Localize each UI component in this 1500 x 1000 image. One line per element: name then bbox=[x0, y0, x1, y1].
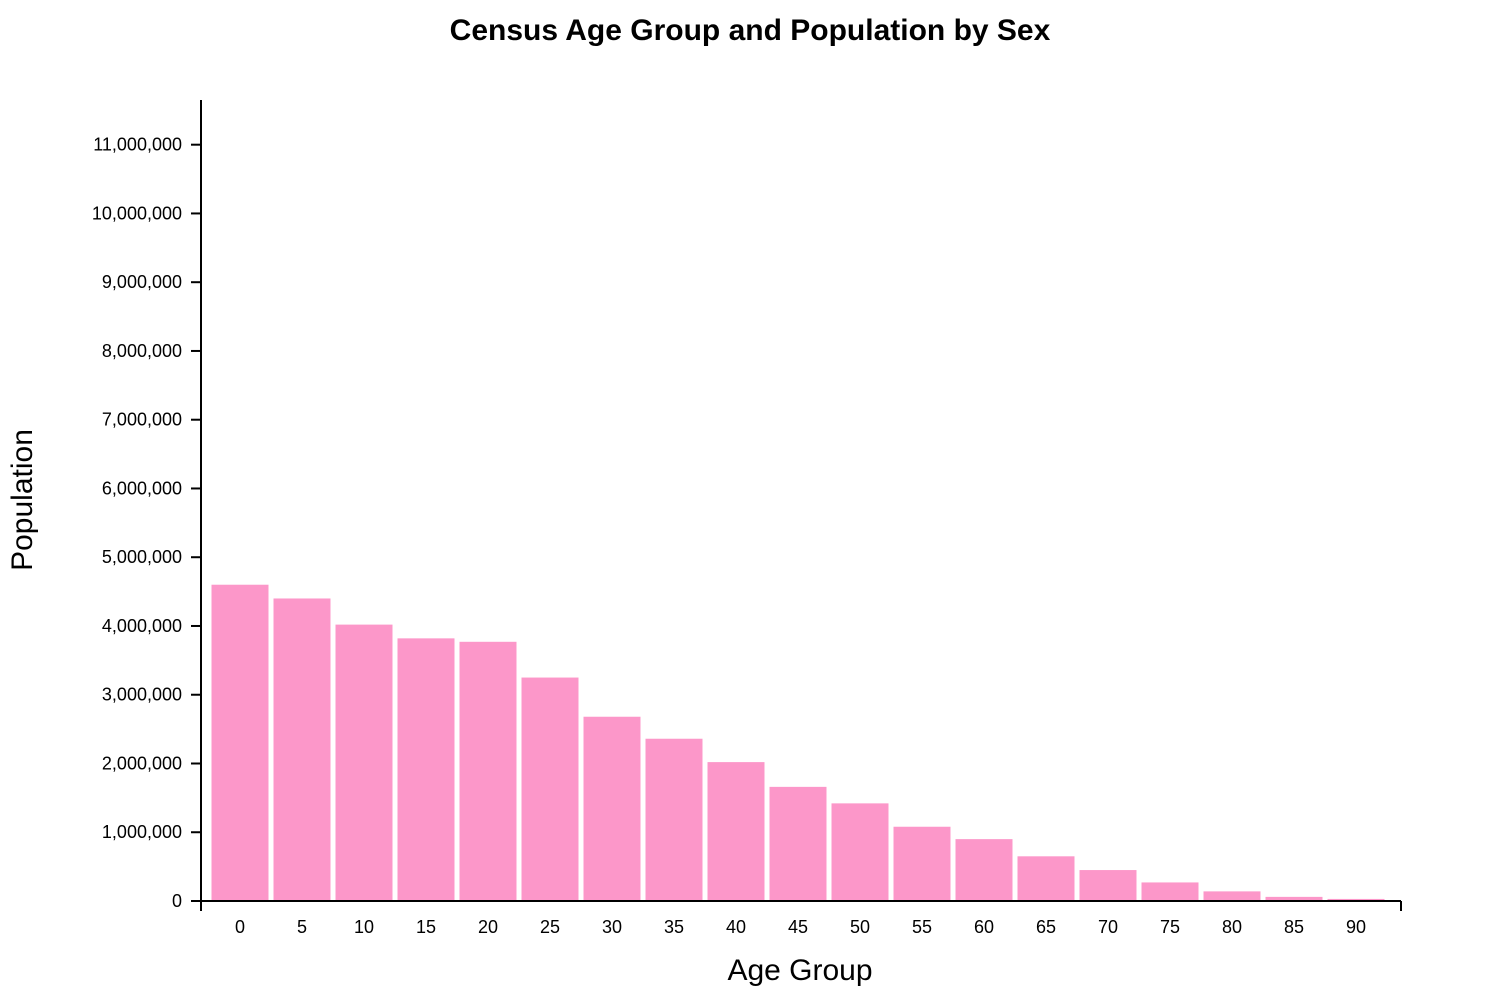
bar-age-30 bbox=[583, 716, 641, 901]
x-tick-label: 90 bbox=[1346, 917, 1366, 937]
y-tick-label: 5,000,000 bbox=[102, 547, 182, 567]
bar-age-5 bbox=[273, 598, 331, 901]
x-tick-label: 5 bbox=[297, 917, 307, 937]
x-axis: 0 5 10 15 20 25 30 35 40 45 50 55 60 65 70 75 80 85 90 bbox=[200, 900, 1402, 937]
x-tick-label: 20 bbox=[478, 917, 498, 937]
bar-age-80 bbox=[1203, 891, 1261, 901]
bar-age-70 bbox=[1079, 870, 1137, 901]
bar-age-45 bbox=[769, 786, 827, 901]
x-tick-label: 60 bbox=[974, 917, 994, 937]
bar-age-0 bbox=[211, 584, 269, 901]
chart-title: Census Age Group and Population by Sex bbox=[450, 14, 1051, 47]
bar-age-40 bbox=[707, 762, 765, 901]
bar-age-15 bbox=[397, 638, 455, 901]
x-tick-label: 45 bbox=[788, 917, 808, 937]
x-axis-title: Age Group bbox=[727, 954, 872, 987]
bar-age-75 bbox=[1141, 882, 1199, 901]
y-tick-label: 6,000,000 bbox=[102, 478, 182, 498]
x-tick-label: 85 bbox=[1284, 917, 1304, 937]
x-tick-label: 75 bbox=[1160, 917, 1180, 937]
bar-age-25 bbox=[521, 677, 579, 901]
y-tick-label: 9,000,000 bbox=[102, 272, 182, 292]
x-tick-label: 65 bbox=[1036, 917, 1056, 937]
y-tick-label: 1,000,000 bbox=[102, 822, 182, 842]
x-tick-label: 80 bbox=[1222, 917, 1242, 937]
y-tick-label: 4,000,000 bbox=[102, 616, 182, 636]
bar-age-50 bbox=[831, 803, 889, 901]
y-tick-label: 10,000,000 bbox=[92, 203, 182, 223]
x-tick-label: 30 bbox=[602, 917, 622, 937]
x-tick-label: 15 bbox=[416, 917, 436, 937]
x-tick-label: 25 bbox=[540, 917, 560, 937]
y-axis: 0 1,000,000 2,000,000 3,000,000 4,000,000 5,0… bbox=[92, 100, 202, 911]
y-tick-label: 7,000,000 bbox=[102, 410, 182, 430]
bar-age-60 bbox=[955, 839, 1013, 901]
y-axis-title: Population bbox=[6, 429, 39, 571]
y-tick-label: 3,000,000 bbox=[102, 685, 182, 705]
bar-age-10 bbox=[335, 624, 393, 901]
bar-age-35 bbox=[645, 738, 703, 901]
y-tick-label: 0 bbox=[172, 891, 182, 911]
x-tick-label: 40 bbox=[726, 917, 746, 937]
x-tick-label: 10 bbox=[354, 917, 374, 937]
x-tick-label: 55 bbox=[912, 917, 932, 937]
x-tick-label: 0 bbox=[235, 917, 245, 937]
bar-age-65 bbox=[1017, 856, 1075, 901]
x-tick-label: 50 bbox=[850, 917, 870, 937]
y-tick-label: 11,000,000 bbox=[93, 135, 182, 155]
y-tick-label: 8,000,000 bbox=[102, 341, 182, 361]
bar-age-90 bbox=[1327, 898, 1385, 901]
x-tick-label: 70 bbox=[1098, 917, 1118, 937]
bar-age-20 bbox=[459, 641, 517, 901]
x-tick-label: 35 bbox=[664, 917, 684, 937]
y-tick-label: 2,000,000 bbox=[102, 753, 182, 773]
bars-group bbox=[211, 584, 1385, 901]
bar-age-85 bbox=[1265, 896, 1323, 901]
bar-age-55 bbox=[893, 826, 951, 901]
